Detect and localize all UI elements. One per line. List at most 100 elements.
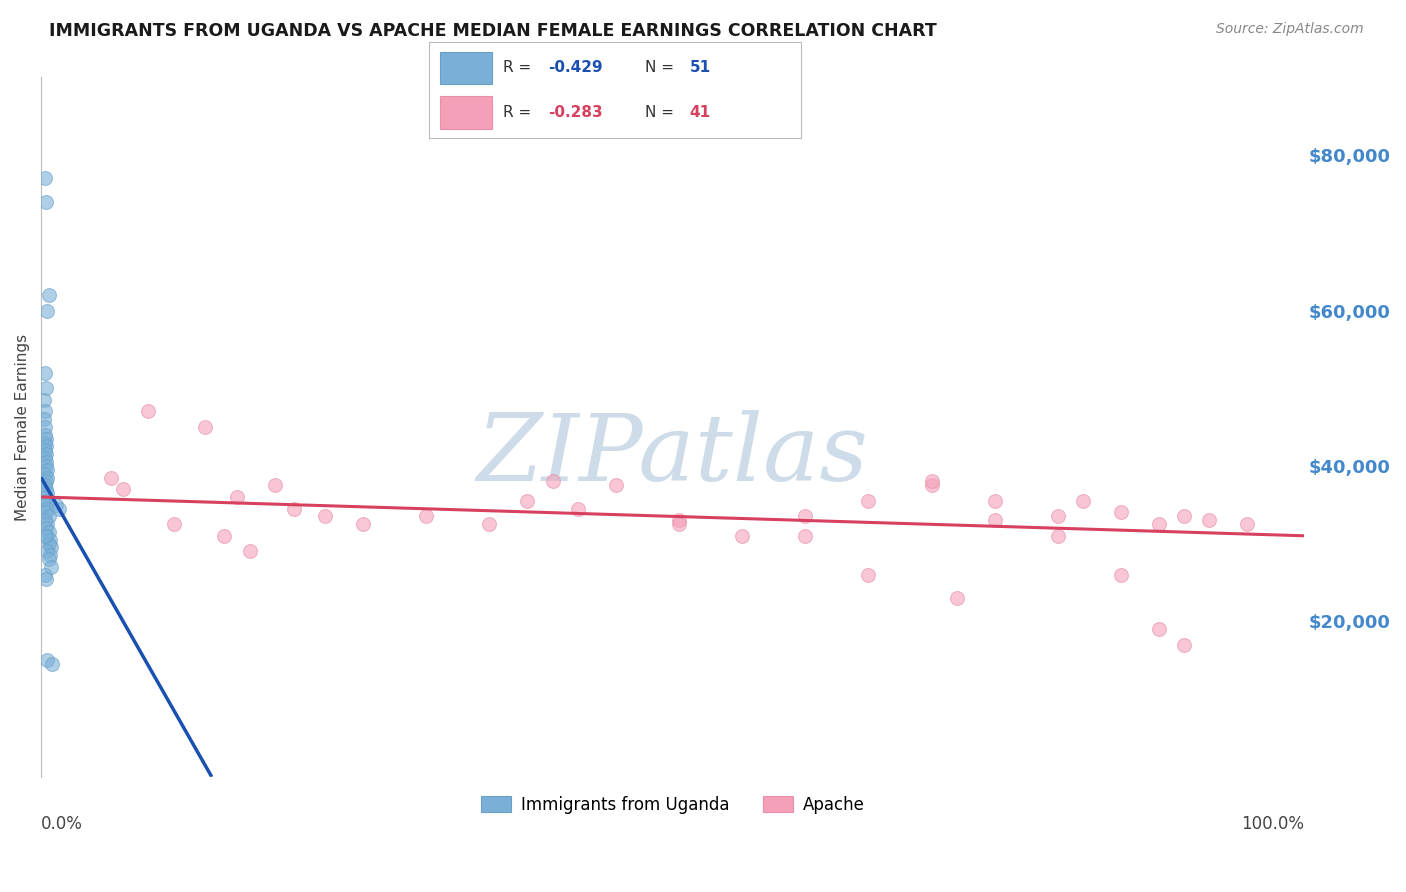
Text: R =: R = xyxy=(503,61,531,76)
Point xyxy=(1236,517,1258,532)
Text: 0.0%: 0.0% xyxy=(41,815,83,833)
Point xyxy=(283,501,305,516)
Text: 41: 41 xyxy=(690,104,711,120)
Text: -0.283: -0.283 xyxy=(548,104,603,120)
Point xyxy=(35,447,58,461)
Point xyxy=(45,498,67,512)
Point xyxy=(32,392,55,407)
Point xyxy=(34,513,56,527)
Point xyxy=(34,478,56,492)
Point xyxy=(35,572,58,586)
Point xyxy=(34,567,56,582)
Point xyxy=(35,521,58,535)
Point xyxy=(35,194,58,209)
Text: N =: N = xyxy=(645,61,673,76)
Point xyxy=(112,482,135,496)
Point xyxy=(38,552,60,566)
Y-axis label: Median Female Earnings: Median Female Earnings xyxy=(15,334,30,521)
Point xyxy=(100,470,122,484)
Text: Source: ZipAtlas.com: Source: ZipAtlas.com xyxy=(1216,22,1364,37)
Point xyxy=(39,541,62,555)
Point xyxy=(858,493,880,508)
Point xyxy=(1046,529,1069,543)
Point xyxy=(794,529,817,543)
Point xyxy=(567,501,589,516)
Point xyxy=(921,478,943,492)
Point xyxy=(1173,509,1195,524)
Point xyxy=(314,509,336,524)
Point xyxy=(35,506,58,520)
Text: 100.0%: 100.0% xyxy=(1241,815,1305,833)
Point xyxy=(983,493,1005,508)
Point xyxy=(668,517,690,532)
Point xyxy=(478,517,501,532)
Point xyxy=(37,470,59,484)
Point xyxy=(34,427,56,442)
Point xyxy=(39,560,62,574)
Point xyxy=(35,440,58,454)
Point xyxy=(34,443,56,458)
Point xyxy=(37,529,59,543)
Point xyxy=(32,412,55,426)
Text: R =: R = xyxy=(503,104,531,120)
Point xyxy=(39,548,62,562)
Point xyxy=(39,533,62,547)
Legend: Immigrants from Uganda, Apache: Immigrants from Uganda, Apache xyxy=(474,789,872,821)
Point xyxy=(541,475,564,489)
Point xyxy=(946,591,969,605)
Point xyxy=(35,482,58,496)
Point xyxy=(34,171,56,186)
Point xyxy=(1147,517,1170,532)
Point xyxy=(1046,509,1069,524)
Point xyxy=(1147,622,1170,636)
Point xyxy=(668,513,690,527)
Point xyxy=(35,455,58,469)
Point xyxy=(38,288,60,302)
Text: ZIPatlas: ZIPatlas xyxy=(477,410,869,500)
Point xyxy=(37,501,59,516)
Point xyxy=(35,458,58,473)
Point xyxy=(415,509,437,524)
Point xyxy=(1109,567,1132,582)
Point xyxy=(38,509,60,524)
Point xyxy=(1071,493,1094,508)
Point xyxy=(35,381,58,395)
Point xyxy=(794,509,817,524)
Point xyxy=(48,501,70,516)
Bar xyxy=(440,52,492,85)
Point xyxy=(37,544,59,558)
Text: -0.429: -0.429 xyxy=(548,61,603,76)
Point xyxy=(37,463,59,477)
Point xyxy=(38,536,60,550)
Point xyxy=(212,529,235,543)
Point xyxy=(1109,506,1132,520)
Point xyxy=(37,653,59,667)
Point xyxy=(225,490,247,504)
Point xyxy=(41,657,63,671)
Point xyxy=(37,486,59,500)
Point xyxy=(38,524,60,539)
Text: IMMIGRANTS FROM UGANDA VS APACHE MEDIAN FEMALE EARNINGS CORRELATION CHART: IMMIGRANTS FROM UGANDA VS APACHE MEDIAN … xyxy=(49,22,936,40)
Point xyxy=(37,517,59,532)
Point xyxy=(858,567,880,582)
Point xyxy=(34,451,56,466)
Text: 51: 51 xyxy=(690,61,711,76)
Point xyxy=(194,420,217,434)
Point xyxy=(35,490,58,504)
Point xyxy=(731,529,754,543)
Point xyxy=(35,432,58,446)
Point xyxy=(34,529,56,543)
Point xyxy=(35,475,58,489)
Point xyxy=(605,478,627,492)
Point xyxy=(34,366,56,380)
Point xyxy=(516,493,538,508)
Point xyxy=(1173,638,1195,652)
Point xyxy=(163,517,186,532)
Point xyxy=(1198,513,1220,527)
Point xyxy=(34,467,56,481)
Point xyxy=(34,404,56,418)
Point xyxy=(37,303,59,318)
Point xyxy=(238,544,260,558)
Bar xyxy=(440,95,492,128)
Point xyxy=(263,478,285,492)
